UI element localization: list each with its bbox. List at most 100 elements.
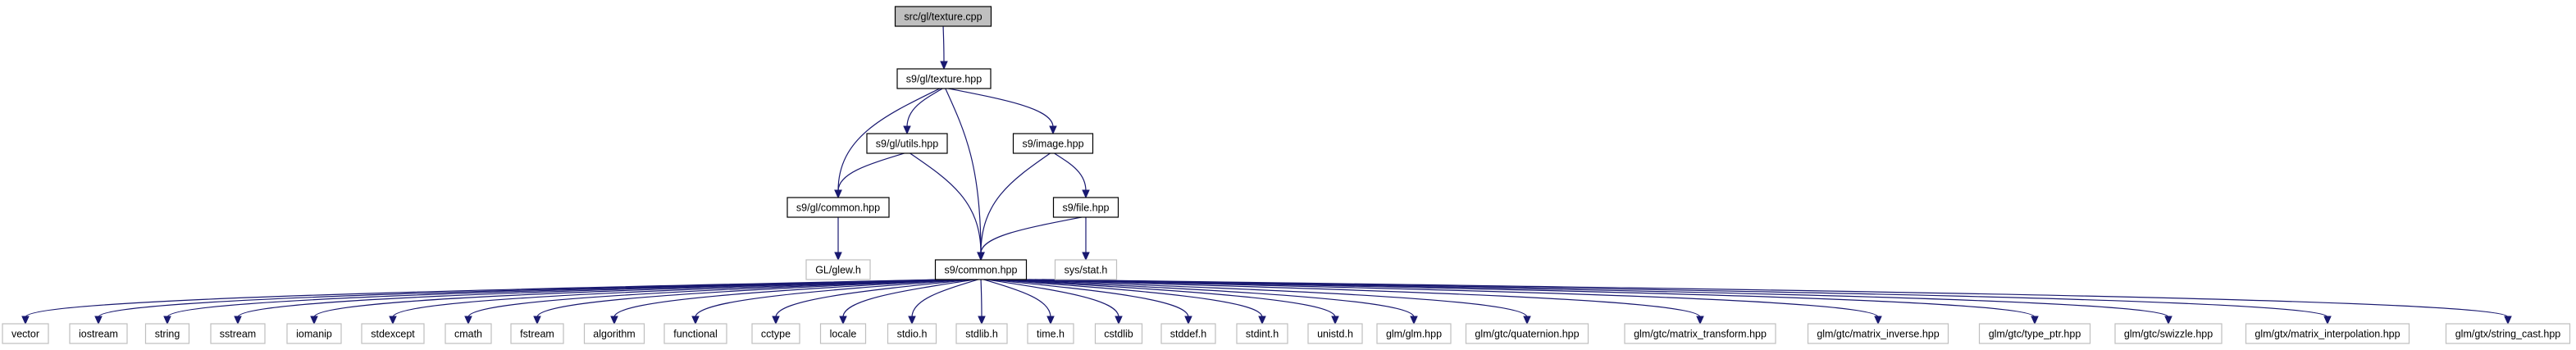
node-box	[2, 323, 49, 344]
node-functional: functional	[663, 323, 727, 344]
node-type-ptr-hpp: glm/gtc/type_ptr.hpp	[1978, 323, 2091, 344]
node-box	[896, 68, 992, 89]
node-box	[894, 6, 992, 27]
edge-common_hpp-to-type_ptr_hpp	[1023, 279, 2036, 318]
edge-common_hpp-to-functional	[695, 279, 970, 318]
node-texture-hpp[interactable]: s9/gl/texture.hpp	[896, 68, 992, 89]
arrowhead-common_hpp-to-glm_hpp	[1410, 316, 1418, 325]
node-box	[144, 323, 190, 344]
node-label: stdlib.h	[965, 329, 998, 340]
node-box	[1465, 323, 1589, 344]
edge-common_hpp-to-string	[166, 279, 949, 318]
node-matrix-inverse-hpp: glm/gtc/matrix_inverse.hpp	[1807, 323, 1949, 344]
arrowhead-common_hpp-to-fstream	[533, 316, 541, 325]
edge-common_hpp-to-vector	[25, 279, 943, 318]
arrowhead-common_hpp-to-string_cast_hpp	[2504, 316, 2512, 325]
arrowhead-common_hpp-to-iomanip	[310, 316, 318, 325]
node-cmath: cmath	[445, 323, 492, 344]
edge-common_hpp-to-string_cast_hpp	[1042, 279, 2509, 318]
arrowhead-common_hpp-to-stdint_h	[1258, 316, 1266, 325]
node-label: s9/file.hpp	[1063, 202, 1110, 214]
node-label: glm/gtx/string_cast.hpp	[2455, 329, 2561, 340]
node-cstdlib: cstdlib	[1094, 323, 1143, 344]
node-label: glm/glm.hpp	[1386, 329, 1442, 340]
node-label: algorithm	[593, 329, 635, 340]
node-box	[69, 323, 128, 344]
node-stdexcept: stdexcept	[361, 323, 425, 344]
edge-common_hpp-to-locale	[842, 279, 976, 318]
node-iostream: iostream	[69, 323, 128, 344]
node-label: src/gl/texture.cpp	[904, 11, 982, 23]
node-label: glm/gtx/matrix_interpolation.hpp	[2255, 329, 2400, 340]
node-label: sstream	[220, 329, 256, 340]
edge-texture_hpp-to-image_hpp	[948, 88, 1054, 128]
node-label: fstream	[520, 329, 554, 340]
node-box	[286, 323, 342, 344]
nodes-layer: src/gl/texture.cpp s9/gl/texture.hpp s9/gl…	[2, 6, 2571, 344]
node-box	[955, 323, 1008, 344]
node-box	[1236, 323, 1288, 344]
node-label: s9/gl/texture.hpp	[906, 74, 982, 85]
node-label: s9/gl/utils.hpp	[876, 139, 938, 150]
arrowhead-common_hpp-to-iostream	[94, 316, 103, 325]
node-utils-hpp[interactable]: s9/gl/utils.hpp	[866, 133, 948, 154]
node-texture-cpp[interactable]: src/gl/texture.cpp	[894, 6, 992, 27]
arrowhead-common_hpp-to-cstdlib	[1115, 316, 1123, 325]
node-stdio-h: stdio.h	[887, 323, 937, 344]
node-stddef-h: stddef.h	[1160, 323, 1216, 344]
node-box	[1376, 323, 1452, 344]
node-label: GL/glew.h	[815, 265, 861, 276]
arrowhead-common_hpp-to-time_h	[1046, 316, 1055, 325]
node-time-h: time.h	[1027, 323, 1074, 344]
node-sys-stat-h: sys/stat.h	[1054, 259, 1118, 280]
arrowhead-common_hpp-to-unistd_h	[1331, 316, 1339, 325]
edge-texture_hpp-to-gl_common_hpp	[837, 88, 941, 192]
node-label: vector	[11, 329, 39, 340]
node-box	[1054, 259, 1118, 280]
arrowhead-common_hpp-to-matrix_inverse_hpp	[1874, 316, 1882, 325]
edge-common_hpp-to-matrix_inverse_hpp	[1016, 279, 1879, 318]
edge-common_hpp-to-quaternion_hpp	[1002, 279, 1528, 318]
node-label: glm/gtc/type_ptr.hpp	[1989, 329, 2081, 340]
node-box	[361, 323, 425, 344]
edge-utils_hpp-to-common_hpp	[910, 152, 982, 254]
edge-common_hpp-to-iostream	[98, 279, 946, 318]
node-box	[751, 323, 800, 344]
node-cctype: cctype	[751, 323, 800, 344]
node-box	[887, 323, 937, 344]
node-box	[2245, 323, 2410, 344]
edge-image_hpp-to-common_hpp	[980, 152, 1051, 254]
arrowhead-common_hpp-to-sstream	[234, 316, 242, 325]
node-string-cast-hpp: glm/gtx/string_cast.hpp	[2445, 323, 2571, 344]
arrowhead-file_hpp-to-common_hpp	[977, 252, 985, 261]
edge-common_hpp-to-cstdlib	[986, 279, 1119, 318]
arrowhead-common_hpp-to-type_ptr_hpp	[2031, 316, 2039, 325]
node-label: functional	[673, 329, 718, 340]
node-image-hpp[interactable]: s9/image.hpp	[1012, 133, 1094, 154]
edge-common_hpp-to-time_h	[983, 279, 1051, 318]
arrowhead-common_hpp-to-string	[163, 316, 171, 325]
node-label: cctype	[761, 329, 791, 340]
node-label: cmath	[454, 329, 482, 340]
node-label: string	[155, 329, 180, 340]
arrowhead-common_hpp-to-stdexcept	[389, 316, 397, 325]
node-common-hpp[interactable]: s9/common.hpp	[934, 259, 1028, 280]
node-swizzle-hpp: glm/gtc/swizzle.hpp	[2114, 323, 2223, 344]
node-label: iomanip	[296, 329, 332, 340]
node-string: string	[144, 323, 190, 344]
node-label: time.h	[1037, 329, 1065, 340]
node-box	[805, 259, 871, 280]
node-box	[1307, 323, 1363, 344]
node-file-hpp[interactable]: s9/file.hpp	[1052, 197, 1119, 218]
node-box	[1027, 323, 1074, 344]
node-label: glm/gtc/matrix_transform.hpp	[1634, 329, 1767, 340]
node-label: sys/stat.h	[1065, 265, 1108, 276]
node-stdlib-h: stdlib.h	[955, 323, 1008, 344]
edge-common_hpp-to-cmath	[467, 279, 961, 318]
node-algorithm: algorithm	[583, 323, 645, 344]
node-label: unistd.h	[1317, 329, 1353, 340]
node-gl-common-hpp[interactable]: s9/gl/common.hpp	[786, 197, 890, 218]
node-box	[1160, 323, 1216, 344]
arrowhead-texture_cpp-to-texture_hpp	[940, 61, 948, 70]
